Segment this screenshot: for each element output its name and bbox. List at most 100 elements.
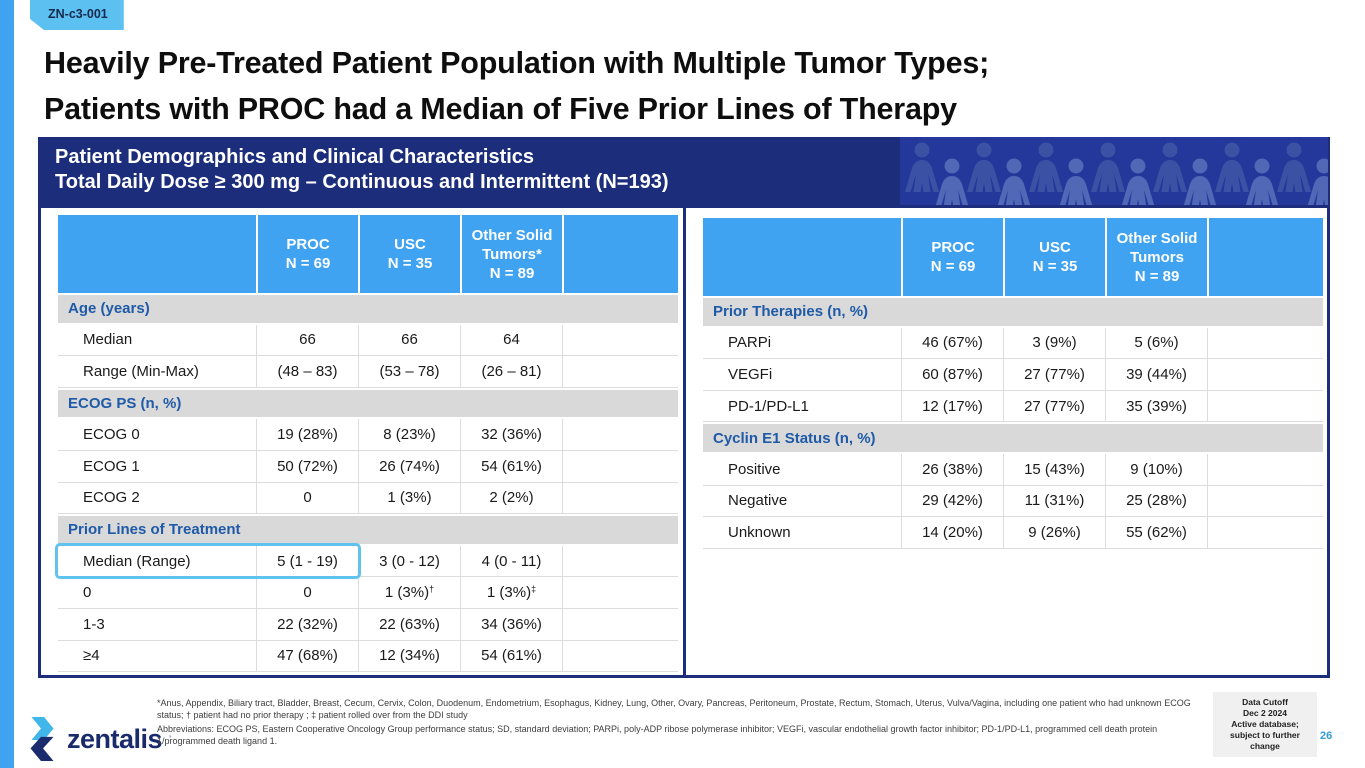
- cell-proc: (48 – 83): [256, 356, 358, 387]
- cell-ost: 2 (2%): [460, 482, 562, 514]
- footnote-abbreviations: Abbreviations: ECOG PS, Eastern Cooperat…: [157, 724, 1158, 746]
- section-row-ecog: ECOG PS (n, %): [58, 387, 678, 420]
- cell-filler: [1207, 327, 1323, 359]
- table-row-median-range-highlighted: Median (Range) 5 (1 - 19) 3 (0 - 12) 4 (…: [55, 542, 678, 579]
- dagger-sup: †: [429, 583, 435, 594]
- cell-filler: [562, 545, 678, 577]
- cell-filler: [1207, 390, 1323, 422]
- table-row-ecog1: ECOG 1 50 (72%) 26 (74%) 54 (61%): [58, 450, 678, 483]
- header-other-solid-tumors: Other Solid Tumors* N = 89: [460, 215, 562, 293]
- cell-usc: 22 (63%): [358, 608, 460, 640]
- table-row-median-age: Median 66 66 64: [58, 324, 678, 357]
- header-filler-cell: [562, 215, 678, 293]
- cell-ost: 32 (36%): [460, 419, 562, 450]
- cell-usc: 3 (0 - 12): [358, 545, 460, 577]
- row-label: ≥4: [83, 647, 100, 665]
- cell-ost: 5 (6%): [1105, 327, 1207, 359]
- demographics-panel: PROC N = 69 USC N = 35 Other Solid Tumor…: [38, 205, 1330, 678]
- cell-filler: [562, 482, 678, 514]
- table-row-1-3-lines: 1-3 22 (32%) 22 (63%) 34 (36%): [58, 608, 678, 641]
- left-accent-stripe: [0, 0, 14, 768]
- header-proc: PROC N = 69: [901, 218, 1003, 296]
- table-row-ecog0: ECOG 0 19 (28%) 8 (23%) 32 (36%): [58, 419, 678, 451]
- cell-usc: 66: [358, 324, 460, 356]
- cell-proc: 29 (42%): [901, 485, 1003, 517]
- cell-usc: (53 – 78): [358, 356, 460, 387]
- cell-proc: 22 (32%): [256, 608, 358, 640]
- cell-filler: [1207, 485, 1323, 517]
- left-table-header: PROC N = 69 USC N = 35 Other Solid Tumor…: [58, 215, 678, 293]
- cell-usc: 11 (31%): [1003, 485, 1105, 517]
- cell-ost: 54 (61%): [460, 640, 562, 672]
- header-usc-name: USC: [1039, 239, 1071, 256]
- cell-proc: 50 (72%): [256, 450, 358, 482]
- cell-proc: 47 (68%): [256, 640, 358, 672]
- header-other-solid-tumors: Other Solid Tumors N = 89: [1105, 218, 1207, 296]
- table-row-pd1-pdl1: PD-1/PD-L1 12 (17%) 27 (77%) 35 (39%): [703, 390, 1323, 423]
- header-proc: PROC N = 69: [256, 215, 358, 293]
- zentalis-logo-mark-icon: [30, 717, 54, 761]
- cell-usc: 27 (77%): [1003, 359, 1105, 390]
- cell-proc: 14 (20%): [901, 517, 1003, 548]
- cell-ost: 39 (44%): [1105, 359, 1207, 390]
- header-proc-n: N = 69: [285, 255, 331, 272]
- cell-proc: 46 (67%): [901, 327, 1003, 359]
- cell-ost: 9 (10%): [1105, 453, 1207, 485]
- demographics-table-left: PROC N = 69 USC N = 35 Other Solid Tumor…: [55, 215, 678, 673]
- panel-divider: [683, 208, 686, 675]
- table-row-unknown: Unknown 14 (20%) 9 (26%) 55 (62%): [703, 517, 1323, 549]
- study-code-badge: ZN-c3-001: [30, 0, 124, 30]
- patient-population-icons: [900, 137, 1328, 205]
- row-label: Unknown: [728, 523, 791, 541]
- demographics-table-right: PROC N = 69 USC N = 35 Other Solid Tumor…: [703, 218, 1323, 549]
- header-ost-name: Other Solid Tumors*: [471, 226, 553, 263]
- cell-proc: 0: [256, 482, 358, 514]
- section-row-age: Age (years): [58, 293, 678, 325]
- banner-line1: Patient Demographics and Clinical Charac…: [55, 146, 535, 168]
- section-label: Age (years): [68, 300, 150, 318]
- slide-title: Heavily Pre-Treated Patient Population w…: [44, 40, 989, 132]
- cell-filler: [1207, 359, 1323, 390]
- cell-ost: 1 (3%) ‡: [460, 577, 562, 608]
- header-ost-name: Other Solid Tumors: [1116, 229, 1198, 266]
- section-row-prior-lines: Prior Lines of Treatment: [58, 514, 678, 546]
- slide-title-line2: Patients with PROC had a Median of Five …: [44, 92, 957, 126]
- table-title-banner: Patient Demographics and Clinical Charac…: [38, 137, 1330, 205]
- row-label: Positive: [728, 460, 781, 478]
- header-ost-n: N = 89: [489, 264, 535, 282]
- zentalis-wordmark: zentalis: [67, 723, 163, 754]
- banner-text: Patient Demographics and Clinical Charac…: [55, 145, 669, 195]
- cell-usc: 3 (9%): [1003, 327, 1105, 359]
- header-proc-name: PROC: [286, 236, 330, 253]
- cell-usc: 26 (74%): [358, 450, 460, 482]
- cell-usc: 1 (3%): [358, 482, 460, 514]
- row-label: ECOG 2: [83, 489, 140, 507]
- zentalis-trademark: ’: [169, 734, 172, 744]
- header-usc-n: N = 35: [1032, 258, 1078, 275]
- page-number: 26: [1320, 730, 1333, 742]
- banner-line2: Total Daily Dose ≥ 300 mg – Continuous a…: [55, 171, 669, 193]
- header-proc-name: PROC: [931, 239, 975, 256]
- cell-filler: [562, 608, 678, 640]
- cell-ost: 34 (36%): [460, 608, 562, 640]
- slide-title-line1: Heavily Pre-Treated Patient Population w…: [44, 46, 990, 80]
- section-label: Prior Therapies (n, %): [713, 303, 869, 321]
- table-row-age-range: Range (Min-Max) (48 – 83) (53 – 78) (26 …: [58, 356, 678, 388]
- header-empty-cell: [58, 215, 256, 293]
- cell-ost: (26 – 81): [460, 356, 562, 387]
- section-label: Prior Lines of Treatment: [68, 521, 241, 539]
- row-label: Median: [83, 331, 133, 349]
- cell-value: 1 (3%): [384, 584, 430, 602]
- cell-usc: 15 (43%): [1003, 453, 1105, 485]
- row-label: PD-1/PD-L1: [728, 397, 809, 415]
- table-row-ecog2: ECOG 2 0 1 (3%) 2 (2%): [58, 482, 678, 515]
- cell-ost: 54 (61%): [460, 450, 562, 482]
- cell-ost: 55 (62%): [1105, 517, 1207, 548]
- cell-proc: 60 (87%): [901, 359, 1003, 390]
- cell-proc: 66: [256, 324, 358, 356]
- table-row-positive: Positive 26 (38%) 15 (43%) 9 (10%): [703, 453, 1323, 486]
- cell-filler: [562, 324, 678, 356]
- cell-filler: [1207, 453, 1323, 485]
- cell-filler: [1207, 517, 1323, 548]
